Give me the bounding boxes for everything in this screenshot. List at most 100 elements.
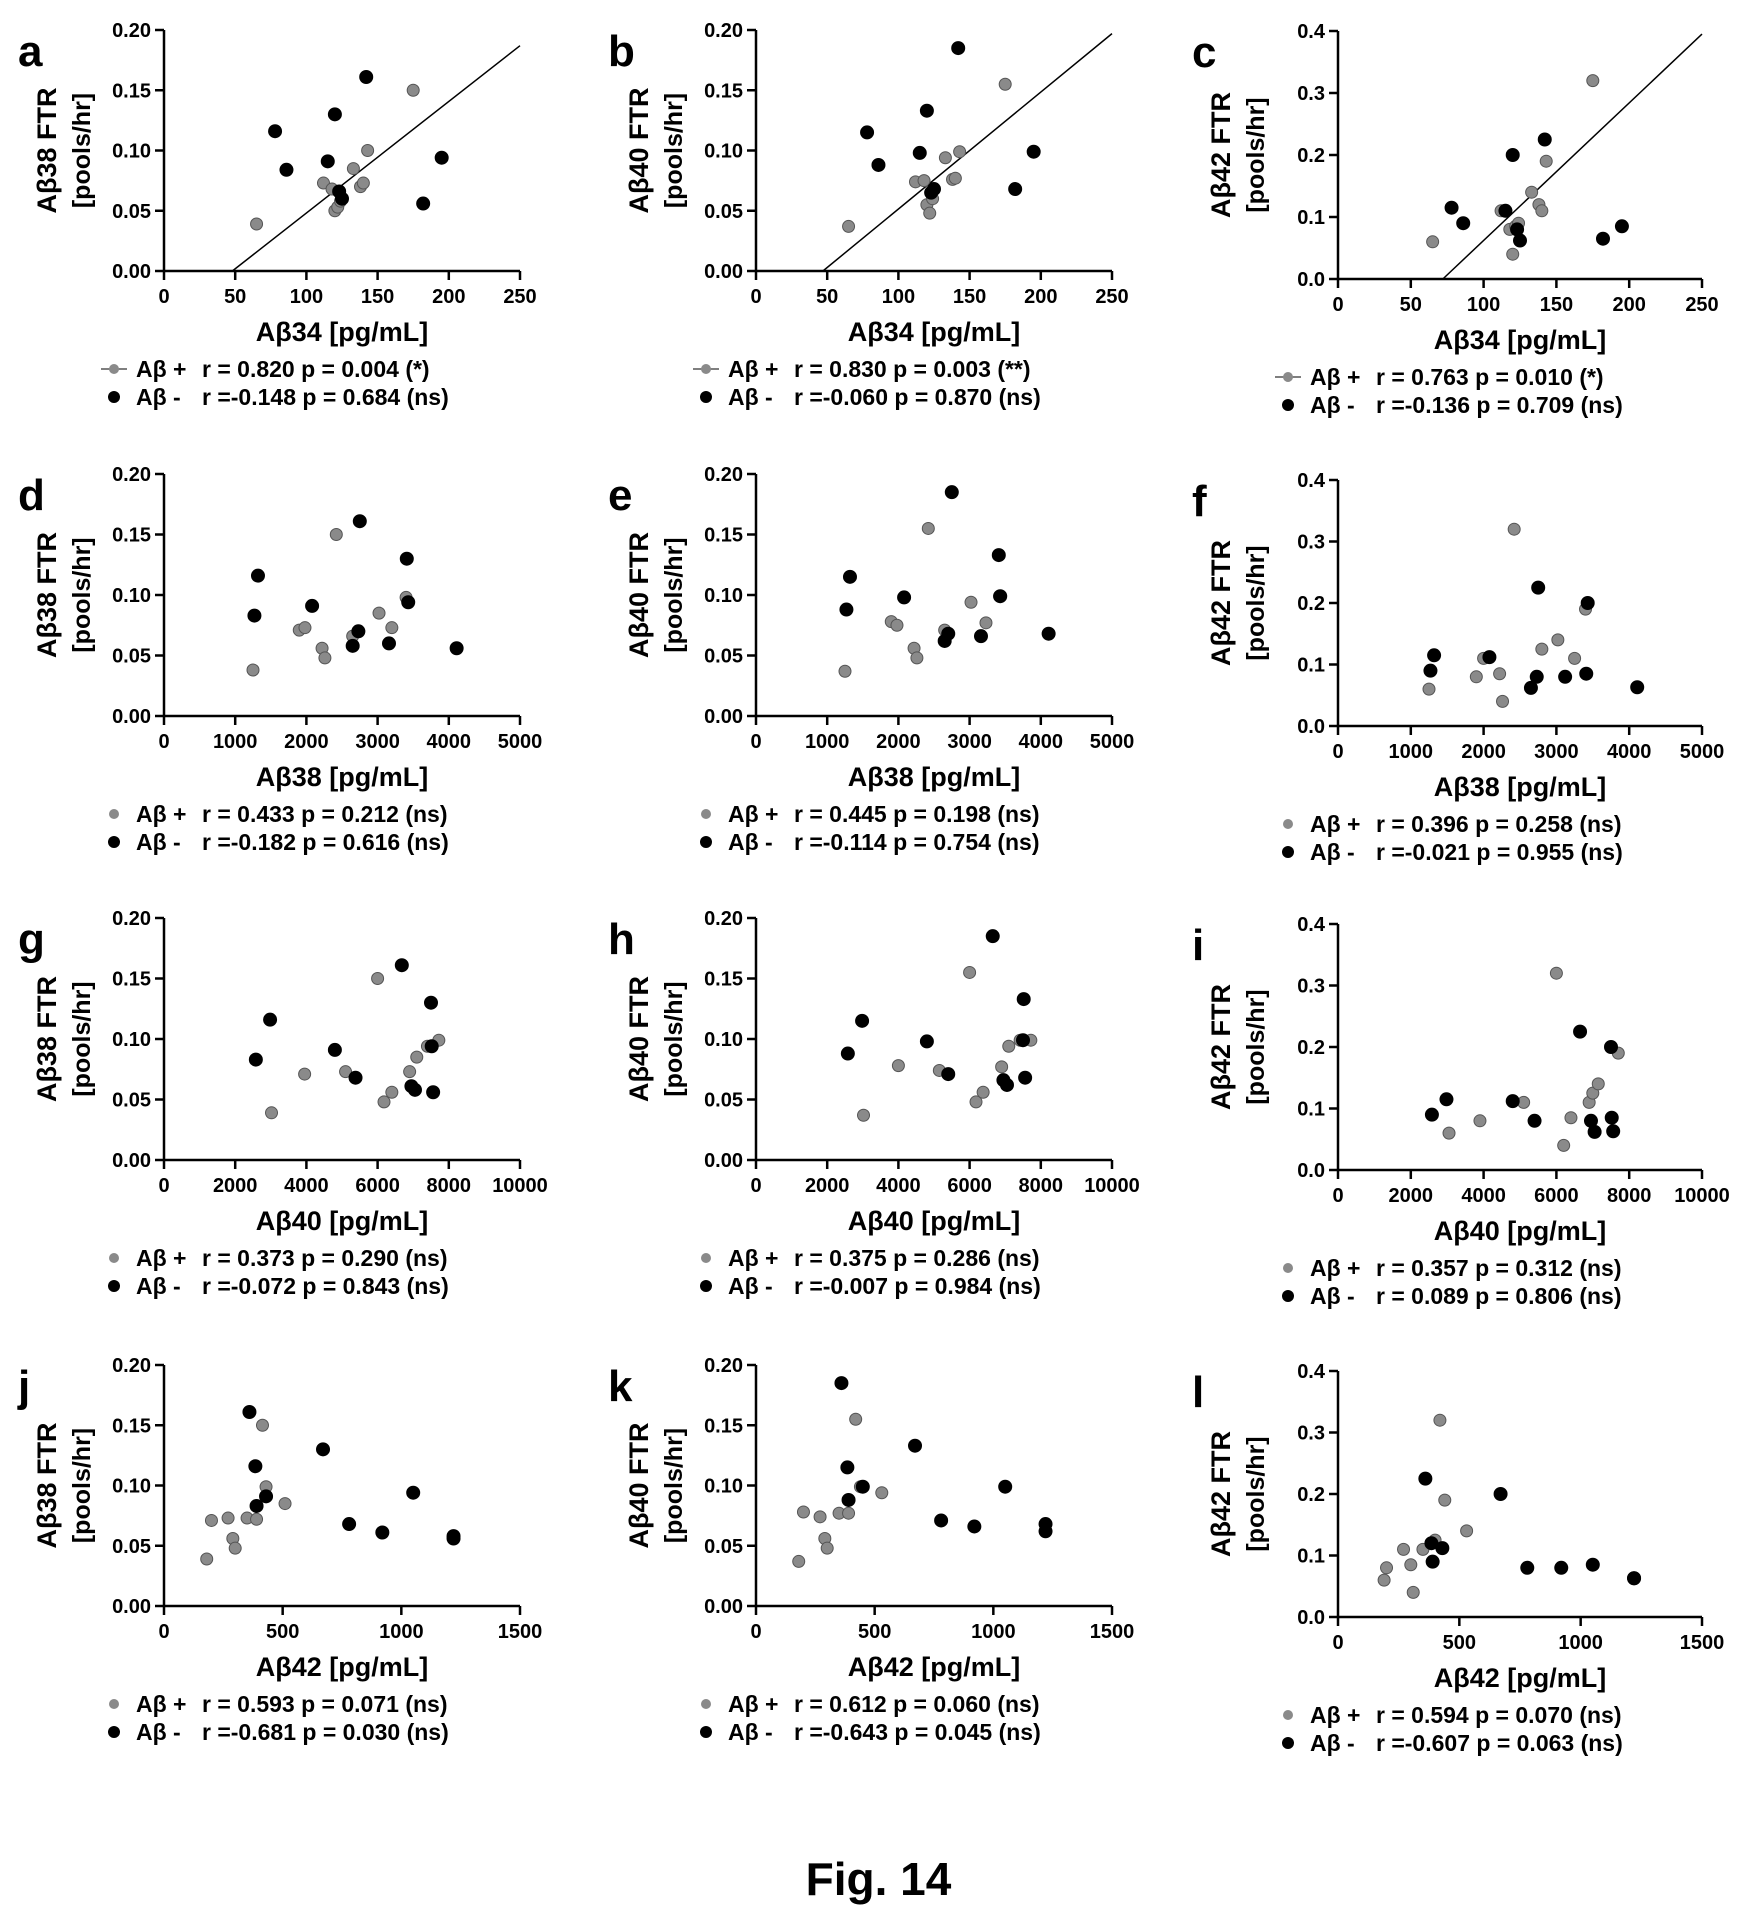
x-tick-label: 50 — [1400, 294, 1422, 316]
point-negative — [359, 69, 374, 84]
y-tick-label: 0.10 — [704, 141, 743, 163]
y-axis-label: Aβ40 FTR — [624, 88, 654, 214]
legend-group-label: Aβ + — [136, 801, 186, 827]
y-axis-label: Aβ38 FTR — [32, 1423, 62, 1549]
legend-group-label: Aβ - — [728, 829, 773, 855]
point-positive — [838, 664, 852, 678]
y-tick-label: 0.20 — [704, 1355, 743, 1377]
point-negative — [247, 608, 262, 623]
y-axis-unit-label: [pools/hr] — [1242, 1436, 1270, 1551]
x-tick-label: 250 — [503, 286, 536, 308]
legend-marker-negative — [108, 836, 120, 848]
y-axis-unit-label: [pools/hr] — [660, 1428, 688, 1543]
point-negative — [259, 1489, 274, 1504]
y-tick-label: 0.0 — [1297, 269, 1325, 291]
point-positive — [910, 651, 924, 665]
point-positive — [842, 1506, 856, 1520]
x-tick-label: 50 — [224, 286, 246, 308]
point-positive — [1535, 642, 1549, 656]
point-positive — [1426, 235, 1440, 249]
x-tick-label: 4000 — [1461, 1185, 1506, 1207]
point-negative — [1554, 1560, 1569, 1575]
point-positive — [298, 621, 312, 635]
x-tick-label: 2000 — [805, 1175, 850, 1197]
y-tick-label: 0.3 — [1297, 532, 1325, 554]
point-negative — [1537, 132, 1552, 147]
y-tick-label: 0.1 — [1297, 207, 1325, 229]
point-positive — [813, 1510, 827, 1524]
x-tick-label: 0 — [158, 1621, 169, 1643]
legend-marker-negative — [1282, 1290, 1294, 1302]
x-tick-label: 0 — [750, 1175, 761, 1197]
point-positive — [849, 1412, 863, 1426]
x-axis-label: Aβ40 [pg/mL] — [1434, 1216, 1606, 1246]
legend-marker-positive — [701, 809, 711, 819]
x-tick-label: 1000 — [971, 1621, 1016, 1643]
regression-line — [822, 33, 1113, 272]
panel-letter: k — [608, 1362, 633, 1411]
x-tick-label: 1000 — [1558, 1632, 1603, 1654]
panel-l: l 0.0 0.1 0.2 0.3 0.4 0 500 1000 1500 Aβ42 [pg/mL]… — [1192, 1361, 1724, 1756]
y-tick-label: 0.10 — [112, 141, 151, 163]
point-positive — [995, 1060, 1009, 1074]
point-negative — [871, 157, 886, 172]
point-positive — [1397, 1542, 1411, 1556]
point-positive — [1564, 1111, 1578, 1125]
legend-marker-negative — [108, 1726, 120, 1738]
point-positive — [403, 1065, 417, 1079]
x-tick-label: 2000 — [284, 731, 329, 753]
legend-group-label: Aβ - — [136, 829, 181, 855]
y-axis-label: Aβ42 FTR — [1206, 92, 1236, 218]
legend-group-label: Aβ + — [728, 1691, 778, 1717]
point-negative — [1423, 663, 1438, 678]
point-negative — [394, 958, 409, 973]
x-tick-label: 100 — [882, 286, 915, 308]
point-negative — [1435, 1541, 1450, 1556]
point-negative — [1595, 231, 1610, 246]
legend-stats: r =-0.114 p = 0.754 (ns) — [794, 829, 1039, 855]
legend-group-label: Aβ - — [1310, 1283, 1355, 1309]
point-negative — [944, 485, 959, 500]
point-negative — [1444, 200, 1459, 215]
y-tick-label: 0.3 — [1297, 83, 1325, 105]
point-positive — [1539, 154, 1553, 168]
point-positive — [1469, 670, 1483, 684]
legend-stats: r = 0.375 p = 0.286 (ns) — [794, 1245, 1039, 1271]
legend-marker-negative — [1282, 1737, 1294, 1749]
point-negative — [1513, 233, 1527, 248]
point-negative — [967, 1519, 982, 1534]
point-negative — [1604, 1040, 1618, 1054]
point-negative — [1587, 1124, 1602, 1139]
legend-marker-negative — [700, 1726, 712, 1738]
y-tick-label: 0.10 — [112, 1476, 151, 1498]
y-tick-label: 0.15 — [112, 525, 151, 547]
point-negative — [279, 162, 294, 177]
point-negative — [842, 569, 857, 584]
point-negative — [1041, 626, 1056, 641]
point-negative — [860, 125, 875, 140]
legend-marker-negative — [108, 391, 120, 403]
legend-group-label: Aβ + — [1310, 1255, 1360, 1281]
point-negative — [407, 1082, 422, 1097]
x-tick-label: 10000 — [1084, 1175, 1140, 1197]
x-axis-label: Aβ34 [pg/mL] — [848, 317, 1020, 347]
x-tick-label: 8000 — [427, 1175, 472, 1197]
legend-group-label: Aβ + — [136, 356, 186, 382]
point-negative — [399, 551, 414, 566]
y-axis-label: Aβ38 FTR — [32, 532, 62, 658]
legend-stats: r = 0.357 p = 0.312 (ns) — [1376, 1255, 1621, 1281]
legend-stats: r = 0.089 p = 0.806 (ns) — [1376, 1283, 1621, 1309]
point-positive — [1433, 1413, 1447, 1427]
point-negative — [1016, 1033, 1030, 1048]
panel-i: i 0.0 0.1 0.2 0.3 0.4 0 2000 4000 6000 8000 10000 Aβ… — [1192, 914, 1730, 1309]
panel-letter: a — [18, 27, 43, 76]
point-negative — [834, 1376, 849, 1391]
panel-letter: g — [18, 915, 45, 964]
point-negative — [342, 1517, 357, 1532]
point-negative — [1456, 216, 1471, 231]
point-negative — [381, 636, 396, 651]
x-tick-label: 1000 — [213, 731, 258, 753]
y-tick-label: 0.00 — [112, 1596, 151, 1618]
point-negative — [985, 929, 1000, 944]
x-tick-label: 0 — [750, 286, 761, 308]
